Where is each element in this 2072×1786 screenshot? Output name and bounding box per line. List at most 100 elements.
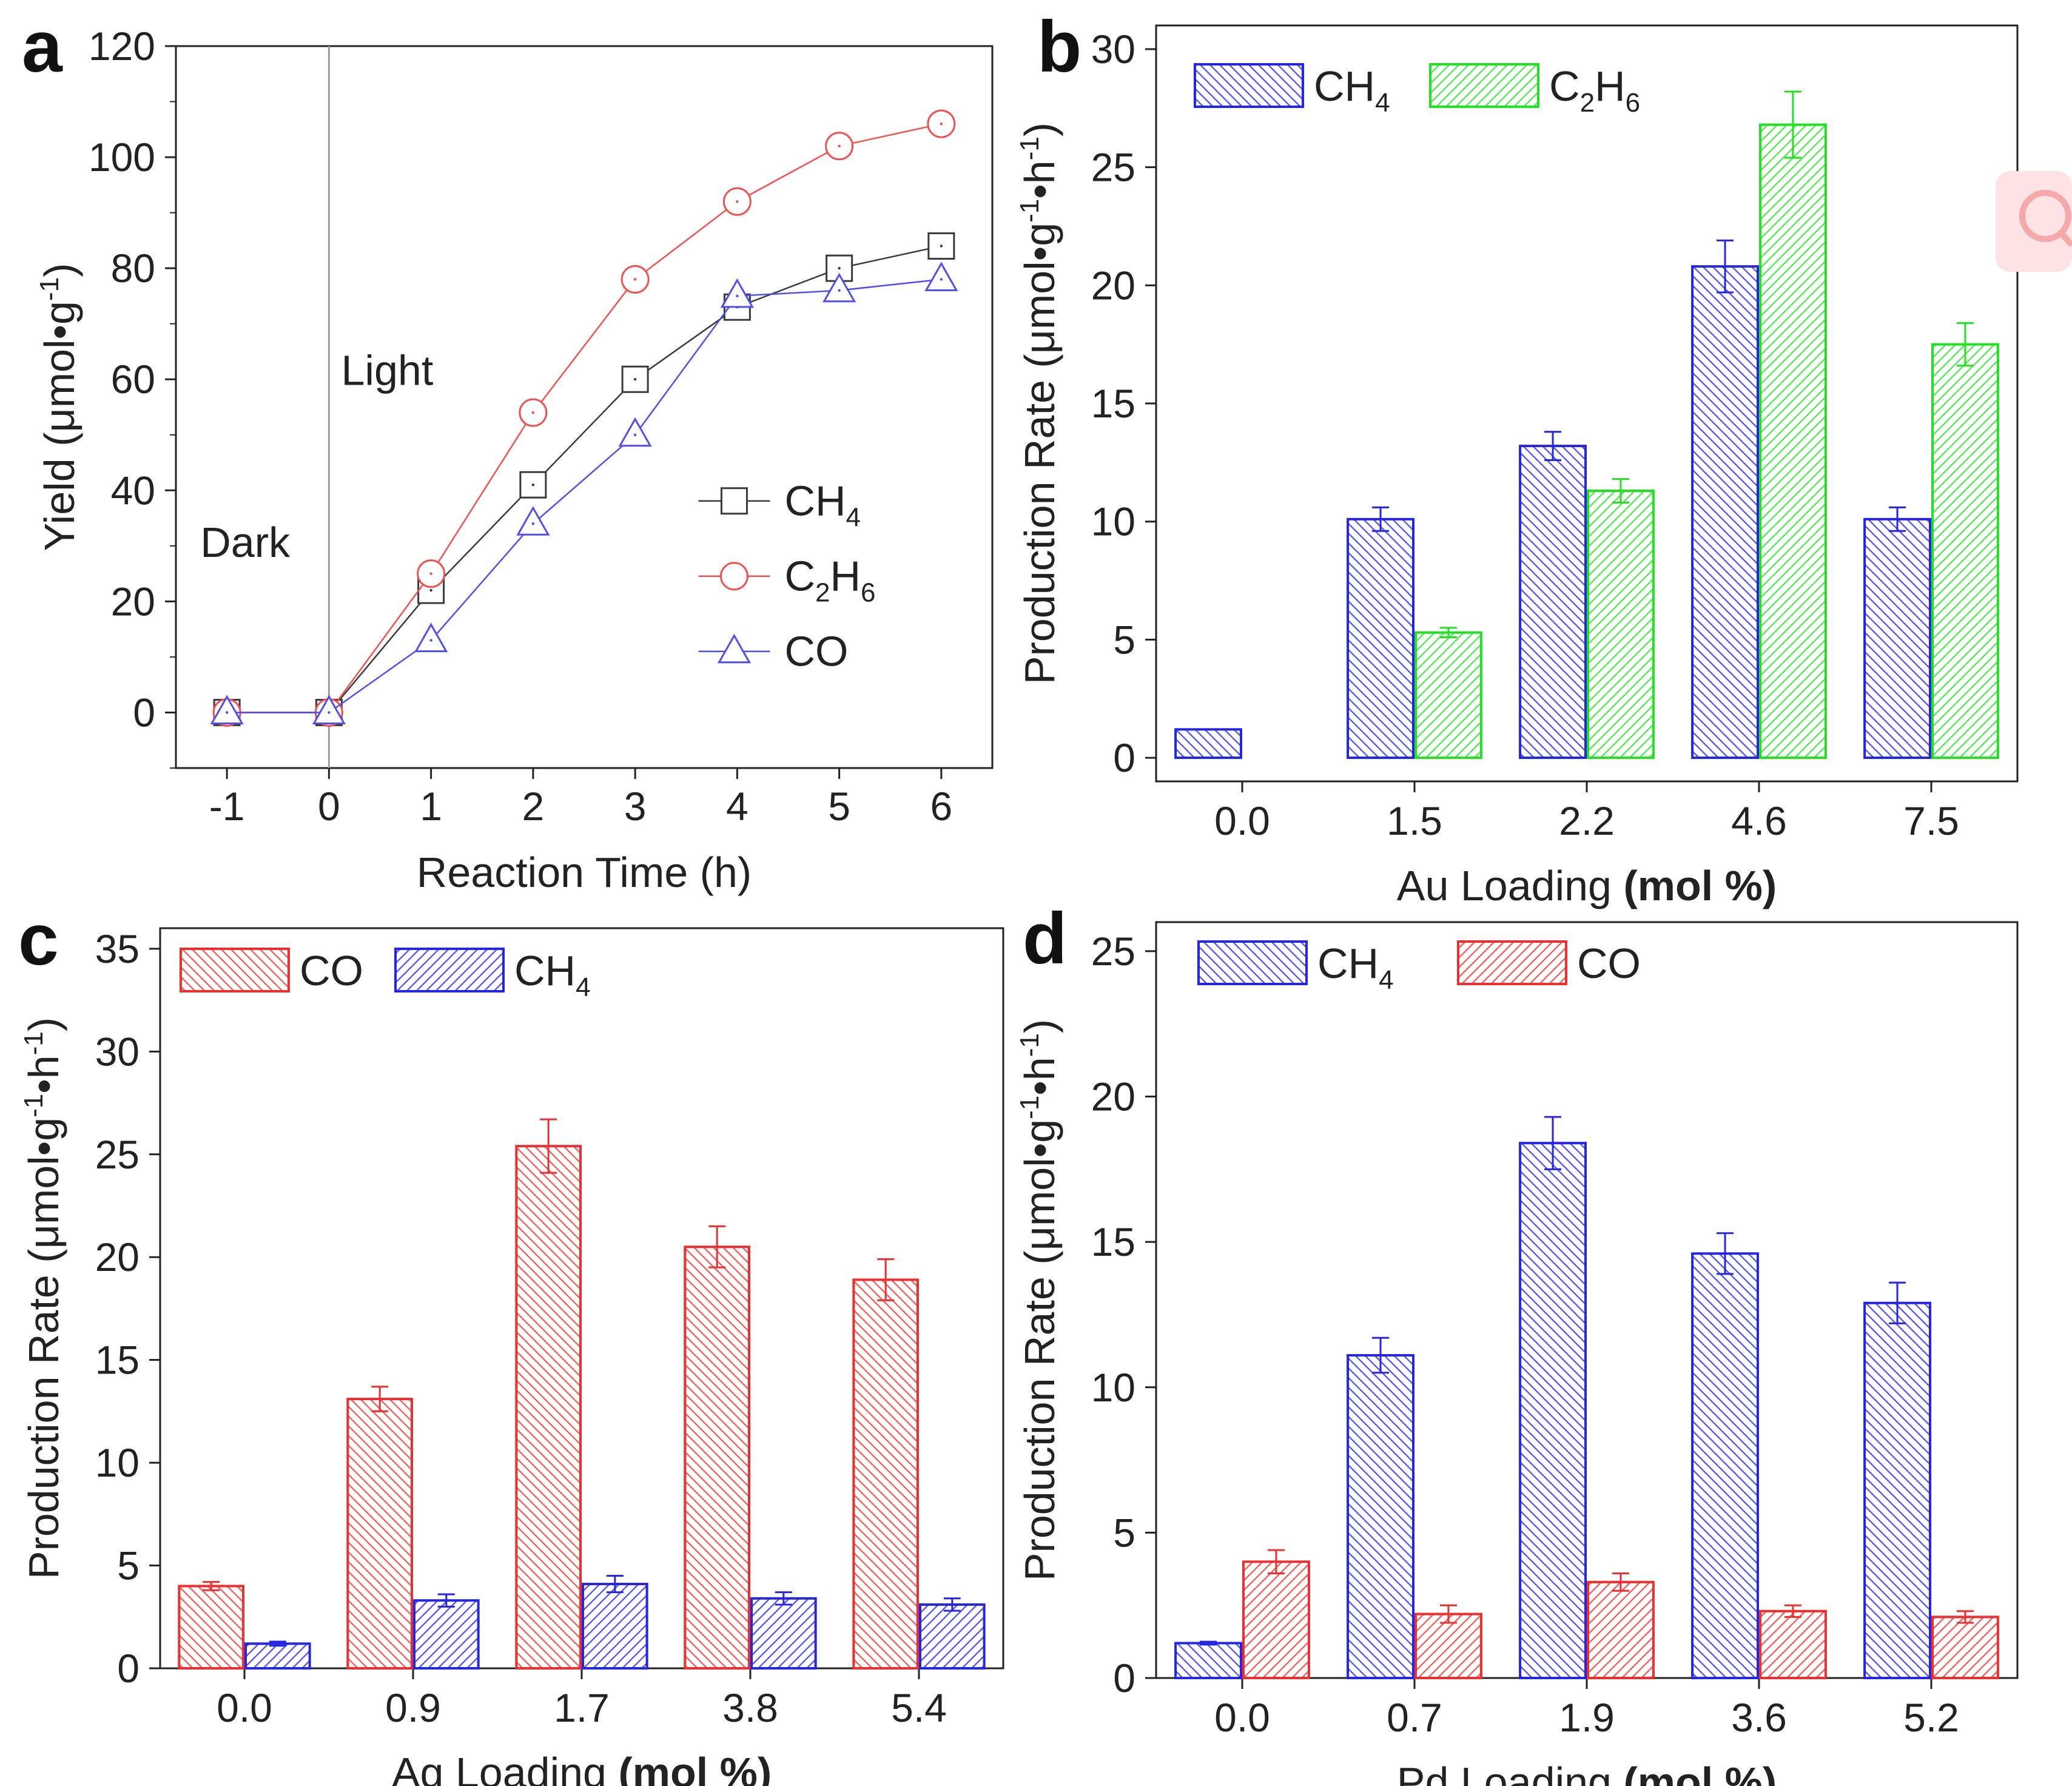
y-tick-label: 35: [95, 926, 140, 971]
legend-label: C2H6: [784, 553, 875, 608]
bar: [582, 1583, 648, 1670]
bar: [1759, 1609, 1827, 1679]
bar: [852, 1278, 919, 1670]
panel-label: b: [1037, 6, 1081, 87]
bar: [1587, 1580, 1655, 1679]
bar: [1347, 517, 1415, 760]
data-point-center: [940, 278, 943, 281]
y-tick-label: 100: [89, 135, 155, 180]
bar: [1587, 490, 1655, 760]
bar: [346, 1398, 413, 1670]
bar: [1931, 343, 1999, 760]
y-tick-label: 20: [1091, 1074, 1135, 1119]
x-tick-label: 6: [930, 784, 953, 829]
x-tick-label: 3: [624, 784, 647, 829]
search-icon[interactable]: [1996, 171, 2072, 272]
x-tick-label: 5.4: [891, 1685, 947, 1730]
data-point-center: [328, 711, 331, 714]
y-axis-label: Production Rate (μmol•g-1•h-1): [19, 1017, 67, 1579]
legend-marker: [720, 487, 748, 515]
x-tick-label: 1.9: [1559, 1695, 1615, 1740]
x-tick-label: 4: [726, 784, 748, 829]
data-point-center: [736, 200, 739, 203]
data-point-center: [429, 588, 432, 592]
bar: [1691, 265, 1760, 760]
x-tick-label: 5: [828, 784, 850, 829]
y-tick-label: 15: [1091, 381, 1135, 426]
panel-d: 0 5 10 15 20 25 0.0 0.7 1.9 3.6 5.2 CH4 CO Pd Loading…: [1015, 898, 2019, 1786]
data-point-center: [531, 411, 535, 414]
x-tick-label: 3.8: [722, 1685, 778, 1730]
legend-label: CH4: [1317, 940, 1394, 995]
legend-swatch: [1457, 940, 1567, 985]
y-tick-label: 25: [1091, 145, 1135, 190]
y-tick-label: 60: [111, 357, 155, 402]
data-point-center: [736, 294, 739, 298]
annotation-dark: Dark: [200, 519, 291, 566]
bar: [750, 1597, 817, 1670]
legend-swatch: [1197, 940, 1308, 985]
x-tick-label: 0.0: [1214, 1695, 1270, 1740]
legend-label: CH4: [514, 947, 591, 1002]
legend-swatch: [1429, 63, 1539, 108]
bar: [178, 1585, 244, 1670]
bar: [1759, 123, 1827, 760]
bar: [1691, 1252, 1760, 1679]
panel-c: 0 5 10 15 20 25 30 35 0.0 0.9 1.7 3.8 5.4 CO CH4 Ag Loa…: [18, 899, 1004, 1786]
bar: [1931, 1616, 1999, 1680]
data-point-center: [429, 639, 432, 642]
data-point-center: [531, 522, 535, 525]
legend-swatch: [394, 948, 505, 992]
legend-label: CO: [300, 947, 363, 994]
data-point-center: [940, 122, 943, 126]
data-point-triangle: [210, 695, 244, 724]
x-tick-label: 0.0: [1214, 798, 1270, 843]
x-axis-label: Au Loading (mol %): [1397, 862, 1777, 909]
data-point-center: [633, 378, 637, 381]
x-tick-label: 0.0: [217, 1685, 272, 1730]
x-tick-label: 5.2: [1903, 1695, 1959, 1740]
y-tick-label: 5: [1113, 617, 1135, 662]
x-tick-label: 0.7: [1387, 1695, 1442, 1740]
x-tick-label: 3.6: [1731, 1695, 1787, 1740]
y-tick-label: 120: [89, 24, 155, 69]
bar: [1174, 728, 1242, 760]
bar: [244, 1642, 311, 1670]
legend-label: CH4: [784, 477, 861, 533]
data-point-triangle: [720, 278, 754, 308]
data-point-center: [429, 572, 432, 575]
data-point-triangle: [618, 417, 652, 447]
y-tick-label: 0: [117, 1646, 140, 1691]
y-axis-label: Yield (μmol•g-1): [35, 263, 83, 551]
bar: [1863, 1301, 1932, 1679]
bar: [515, 1145, 582, 1670]
data-point-triangle: [516, 506, 550, 536]
y-tick-label: 0: [133, 690, 155, 735]
legend-label: CO: [1577, 940, 1641, 987]
x-axis-label: Pd Loading (mol %): [1397, 1759, 1777, 1786]
panel-label: d: [1023, 898, 1067, 979]
y-tick-label: 10: [1091, 1365, 1135, 1410]
x-tick-label: -1: [209, 784, 245, 829]
y-tick-label: 15: [95, 1338, 140, 1383]
data-point-center: [633, 278, 637, 281]
legend-label: CH4: [1314, 62, 1390, 118]
data-point-center: [225, 711, 229, 714]
annotation-light: Light: [341, 346, 433, 394]
x-tick-label: 1.5: [1387, 798, 1442, 843]
y-tick-label: 20: [1091, 263, 1135, 308]
bar: [684, 1245, 750, 1670]
y-axis-label: Production Rate (μmol•g-1•h-1): [1015, 123, 1063, 684]
series-line: [227, 245, 942, 713]
legend-swatch: [1194, 63, 1304, 108]
legend-swatch: [180, 948, 290, 992]
data-point-center: [838, 144, 841, 147]
data-point-center: [633, 433, 637, 436]
y-tick-label: 30: [1091, 27, 1135, 72]
data-point-triangle: [822, 272, 856, 303]
legend-marker: [719, 562, 748, 591]
y-tick-label: 15: [1091, 1219, 1135, 1264]
y-tick-label: 5: [117, 1543, 140, 1588]
x-tick-label: 0: [318, 784, 340, 829]
